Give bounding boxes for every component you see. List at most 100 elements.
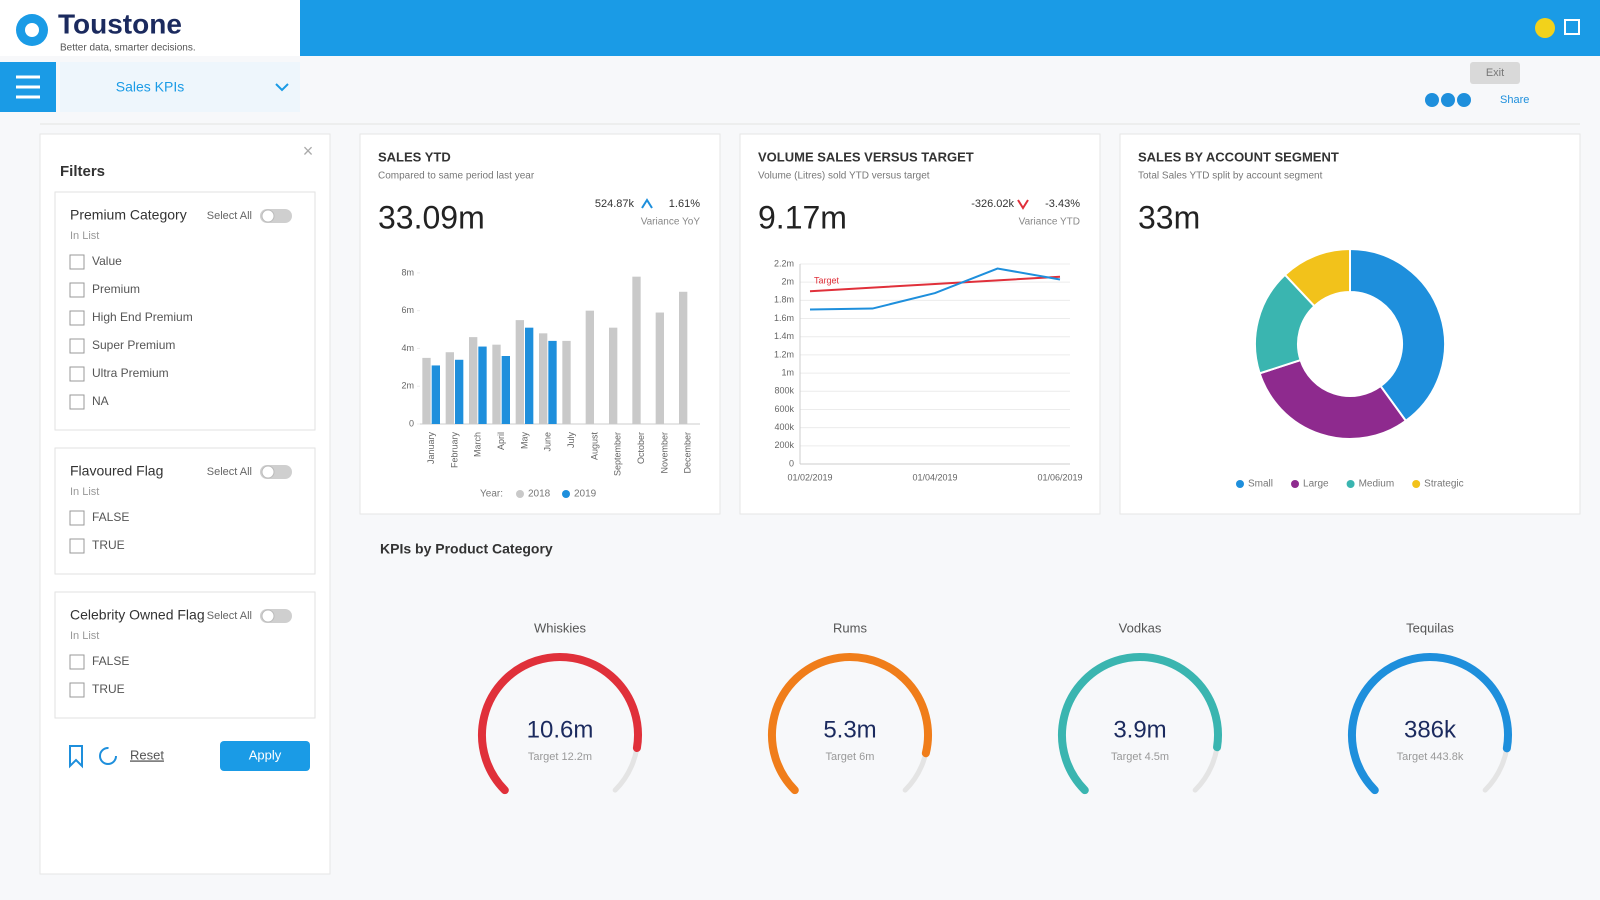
donut-slice <box>1349 247 1446 423</box>
x-tick-label: December <box>683 432 693 474</box>
checkbox[interactable] <box>69 510 85 526</box>
toggle-knob <box>261 209 275 223</box>
bar <box>422 357 431 424</box>
logo-area <box>0 0 300 56</box>
top-bar <box>300 0 1600 56</box>
filters-title: Filters <box>60 163 105 180</box>
bar <box>585 310 594 424</box>
x-tick-label: May <box>519 432 529 450</box>
y-tick-label: 0 <box>789 458 794 468</box>
legend-swatch <box>562 490 570 498</box>
checkbox[interactable] <box>69 394 85 410</box>
x-tick-label: 01/06/2019 <box>1037 472 1082 482</box>
legend-swatch <box>1291 480 1300 488</box>
y-tick-label: 2m <box>401 381 414 391</box>
x-tick-label: March <box>473 432 483 457</box>
legend-swatch <box>516 490 524 498</box>
checkbox[interactable] <box>69 282 85 298</box>
share-icon[interactable] <box>1441 93 1455 107</box>
filter-option: TRUE <box>92 682 125 696</box>
y-tick-label: 4m <box>401 343 414 353</box>
filter-option: Ultra Premium <box>92 366 169 380</box>
gauge-value: 5.3m <box>823 716 876 743</box>
checkbox[interactable] <box>69 254 85 270</box>
bar <box>478 346 487 424</box>
filter-group-subtitle: In List <box>70 230 99 242</box>
checkbox[interactable] <box>69 538 85 554</box>
x-tick-label: 01/04/2019 <box>912 472 957 482</box>
gauge-value: 10.6m <box>527 716 594 743</box>
select-all-label: Select All <box>207 210 252 222</box>
filter-option: Value <box>92 254 122 268</box>
filter-option: Super Premium <box>92 338 175 352</box>
select-all-label: Select All <box>207 610 252 622</box>
series-label: Target <box>814 276 840 286</box>
tab-chevron[interactable] <box>275 83 289 92</box>
filter-group-title: Premium Category <box>70 207 187 223</box>
exit-button[interactable] <box>1470 62 1520 84</box>
filter-group-subtitle: In List <box>70 486 99 498</box>
checkbox[interactable] <box>69 682 85 698</box>
gauge-value: 386k <box>1404 716 1457 743</box>
card <box>739 133 1101 515</box>
checkbox[interactable] <box>69 310 85 326</box>
gauge-name: Tequilas <box>1406 620 1454 635</box>
gauge-name: Whiskies <box>534 620 587 635</box>
bar <box>455 359 464 424</box>
kpi-value: 33.09m <box>378 199 485 235</box>
tab[interactable] <box>60 62 300 112</box>
share-icon[interactable] <box>1425 93 1439 107</box>
card-subtitle: Compared to same period last year <box>378 171 535 182</box>
bar <box>679 291 688 424</box>
exit-label: Exit <box>1486 67 1504 79</box>
apply-label: Apply <box>249 747 282 762</box>
checkbox[interactable] <box>69 366 85 382</box>
close-icon[interactable]: × <box>303 141 314 161</box>
y-tick-label: 8m <box>401 267 414 277</box>
filter-option: NA <box>92 394 109 408</box>
gauge-arc <box>1348 653 1512 795</box>
bar <box>469 337 478 424</box>
gauge-target: Target 443.8k <box>1397 751 1464 763</box>
filter-group-subtitle: In List <box>70 630 99 642</box>
gauge-target: Target 12.2m <box>528 751 592 763</box>
gauge-arc <box>478 653 642 795</box>
status-dot[interactable] <box>1535 18 1555 38</box>
x-tick-label: February <box>449 432 459 469</box>
y-tick-label: 1.2m <box>774 349 794 359</box>
checkbox[interactable] <box>69 338 85 354</box>
share-label[interactable]: Share <box>1500 94 1529 106</box>
refresh-icon[interactable] <box>99 747 117 765</box>
card-title: SALES YTD <box>378 149 451 164</box>
menu-icon <box>16 75 40 99</box>
card-subtitle: Total Sales YTD split by account segment <box>1138 171 1323 182</box>
gauge-name: Rums <box>833 620 867 635</box>
y-tick-label: 1.8m <box>774 295 794 305</box>
y-tick-label: 200k <box>774 440 794 450</box>
y-tick-label: 400k <box>774 422 794 432</box>
bar <box>501 356 510 424</box>
bookmark-icon[interactable] <box>69 745 83 769</box>
variance-value: -326.02k <box>971 198 1014 210</box>
bar <box>445 352 454 424</box>
y-tick-label: 1.6m <box>774 313 794 323</box>
card <box>1119 133 1581 515</box>
checkbox[interactable] <box>69 654 85 670</box>
bar <box>655 312 664 424</box>
fullscreen-icon[interactable] <box>1564 19 1580 35</box>
filter-option: FALSE <box>92 654 129 668</box>
variance-arrow <box>1017 199 1029 210</box>
bar <box>609 327 618 424</box>
filter-group-title: Flavoured Flag <box>70 463 163 479</box>
legend-label: Medium <box>1359 479 1395 490</box>
share-icon[interactable] <box>1457 93 1471 107</box>
reset-link[interactable]: Reset <box>130 747 164 762</box>
toggle-knob <box>261 609 275 623</box>
logo-icon-hole <box>25 23 39 37</box>
kpi-value: 33m <box>1138 199 1200 235</box>
legend-swatch <box>1412 480 1421 488</box>
apply-button[interactable] <box>220 741 310 771</box>
y-tick-label: 600k <box>774 404 794 414</box>
